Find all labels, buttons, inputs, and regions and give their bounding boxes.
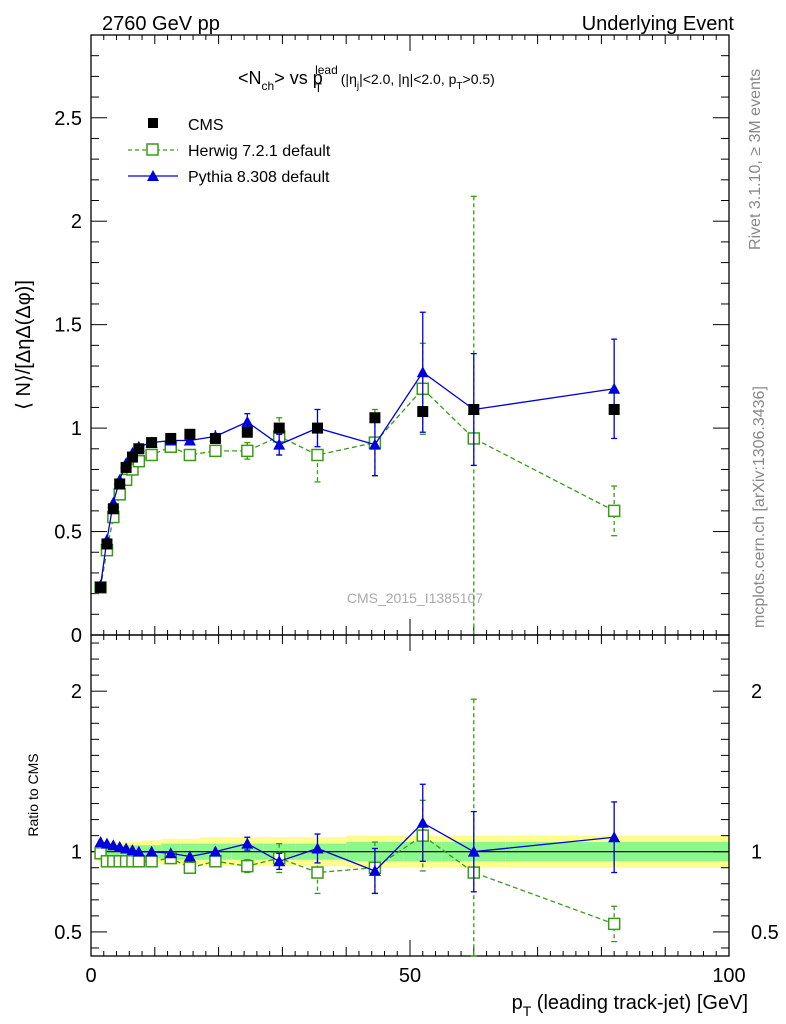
pythia-ratio-point xyxy=(132,845,145,857)
cms-point xyxy=(417,406,429,418)
herwig-ratio-point xyxy=(607,917,621,931)
pythia-ratio-point xyxy=(241,837,254,849)
cms-point xyxy=(114,478,126,490)
y-tick-label: 1.5 xyxy=(54,315,82,337)
cms-point xyxy=(241,426,253,438)
cms-point xyxy=(209,432,221,444)
x-tick-label: 100 xyxy=(712,965,745,987)
y-tick-label: 1 xyxy=(71,418,82,440)
herwig-point xyxy=(145,448,158,462)
legend: CMS Herwig 7.2.1 default Pythia 8.308 de… xyxy=(128,117,331,186)
pythia-ratio-point xyxy=(416,816,429,828)
main-frame xyxy=(90,34,730,636)
cms-point xyxy=(101,538,113,550)
legend-herwig-marker xyxy=(146,143,159,156)
cms-point xyxy=(608,403,620,415)
herwig-ratio-point xyxy=(209,855,222,868)
pythia-ratio-point xyxy=(183,850,196,862)
main-panel: 0 0.5 1 1.5 2 2.5 xyxy=(54,34,730,647)
herwig-ratio-point xyxy=(241,859,254,873)
pythia-point xyxy=(241,415,254,427)
ratio-y-tick-label-right: 2 xyxy=(751,681,762,703)
pythia-ratio-point xyxy=(467,845,480,857)
herwig-point xyxy=(311,448,324,462)
legend-pythia-marker xyxy=(147,170,159,181)
ratio-y-tick-label: 2 xyxy=(71,681,82,703)
cms-point xyxy=(369,412,381,424)
herwig-ratio-point xyxy=(94,847,107,860)
herwig-ratio-point xyxy=(132,855,146,868)
pythia-line xyxy=(99,371,615,586)
ratio-y-tick-label: 0.5 xyxy=(54,922,82,944)
herwig-point xyxy=(241,444,254,458)
pythia-ratio-point xyxy=(164,847,177,859)
cms-point xyxy=(165,432,177,444)
y-axis-label-bottom: Ratio to CMS xyxy=(25,753,41,836)
y-tick-label: 0 xyxy=(71,625,82,647)
plot-title: <Nch> vs pTlead(|ηj|<2.0, |η|<2.0, pT>0.… xyxy=(238,63,495,95)
legend-cms-marker xyxy=(148,118,158,128)
cms-point xyxy=(120,461,132,473)
herwig-ratio-point xyxy=(183,861,197,874)
legend-herwig-label: Herwig 7.2.1 default xyxy=(188,143,331,160)
pythia-ratio-point xyxy=(273,855,286,867)
herwig-point xyxy=(209,444,222,458)
herwig-ratio-point xyxy=(311,866,324,879)
legend-cms-label: CMS xyxy=(188,117,224,134)
header-right: Underlying Event xyxy=(582,13,735,35)
cms-point xyxy=(273,422,285,434)
ratio-y-tick-label-right: 0.5 xyxy=(751,922,779,944)
herwig-line xyxy=(99,387,615,588)
cms-point xyxy=(95,581,107,593)
pythia-point xyxy=(416,366,429,378)
header-left: 2760 GeV pp xyxy=(102,13,220,35)
x-tick-label: 0 xyxy=(85,965,96,987)
cms-point xyxy=(107,503,119,515)
pythia-ratio-point xyxy=(368,864,381,876)
x-tick-label: 50 xyxy=(399,965,421,987)
y-tick-label: 2 xyxy=(71,211,82,233)
legend-pythia-label: Pythia 8.308 default xyxy=(188,169,330,186)
analysis-watermark: CMS_2015_I1385107 xyxy=(347,590,483,606)
cms-point xyxy=(468,403,480,415)
y-tick-label: 0.5 xyxy=(54,522,82,544)
pythia-ratio-point xyxy=(311,842,324,854)
ratio-y-tick-label-right: 1 xyxy=(751,842,762,864)
pythia-point xyxy=(368,438,381,450)
pythia-ratio-point xyxy=(209,845,222,857)
rivet-label: Rivet 3.1.10, ≥ 3M events xyxy=(747,69,764,250)
ratio-frame xyxy=(90,634,730,957)
cms-point xyxy=(184,428,196,440)
cms-point xyxy=(311,422,323,434)
cms-point xyxy=(146,437,158,449)
herwig-point xyxy=(183,448,197,462)
mcplots-label: mcplots.cern.ch [arXiv:1306.3436] xyxy=(751,386,768,628)
pythia-point xyxy=(273,438,286,450)
ratio-panel: 0 50 100 0.5 0.5 1 1 2 2 xyxy=(54,634,779,987)
pythia-point xyxy=(608,382,621,394)
herwig-point xyxy=(607,504,621,518)
cms-point xyxy=(133,443,145,455)
x-axis-label: pT (leading track-jet) [GeV] xyxy=(512,992,748,1019)
y-tick-label: 2.5 xyxy=(54,108,82,130)
pythia-ratio-point xyxy=(608,831,621,843)
ratio-y-tick-label: 1 xyxy=(71,842,82,864)
y-axis-label-top: ⟨ N⟩/[ΔηΔ(Δφ)] xyxy=(13,280,35,410)
herwig-ratio-point xyxy=(145,855,158,868)
pythia-ratio-point xyxy=(145,845,158,857)
cms-point xyxy=(126,451,138,463)
pythia-point xyxy=(183,434,196,446)
